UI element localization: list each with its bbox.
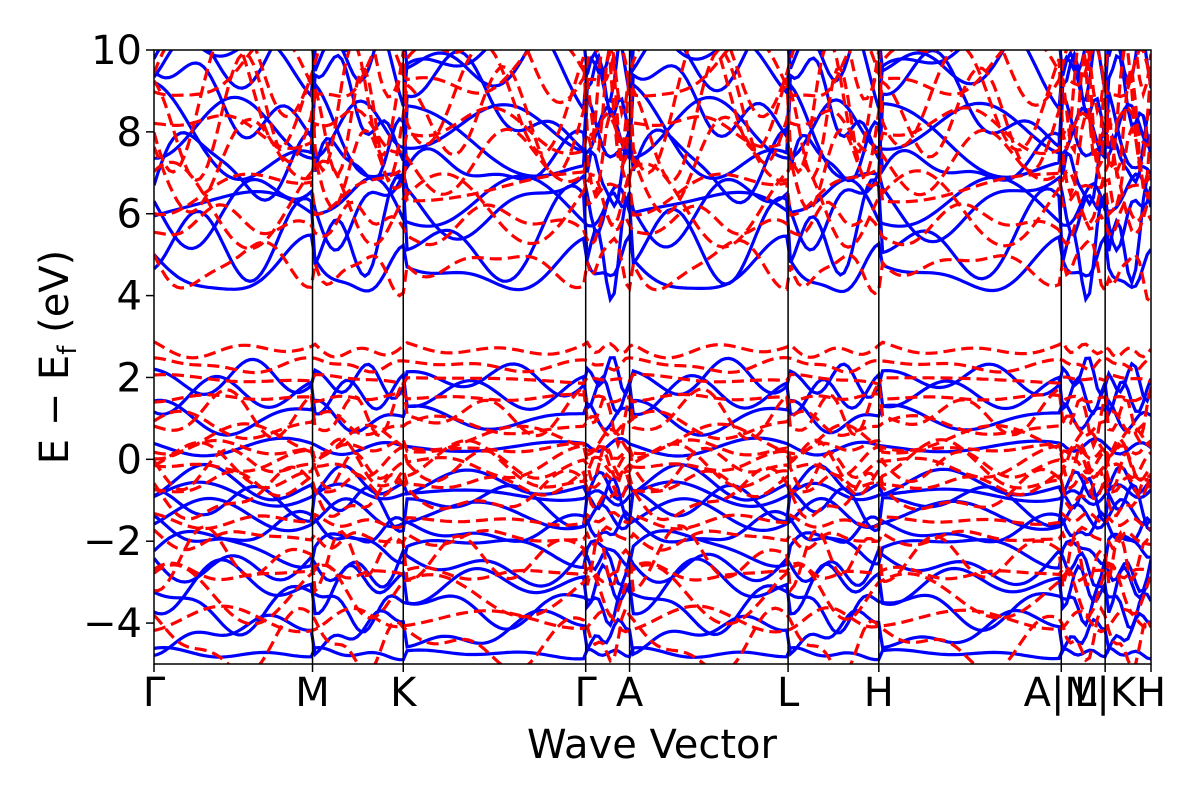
- y-axis-ticks: −4 −2 0 2 4 6 8 10: [83, 28, 154, 647]
- spin-down-band: [154, 165, 1151, 218]
- x-tick-label: K: [390, 670, 418, 716]
- spin-down-band: [154, 106, 1151, 156]
- x-tick-label: H: [1136, 670, 1166, 716]
- x-axis-label: Wave Vector: [527, 722, 778, 768]
- y-tick-label: 2: [117, 355, 142, 401]
- spin-up-band: [154, 476, 1151, 533]
- spin-up-band: [154, 108, 1151, 209]
- spin-up-band: [154, 546, 1151, 594]
- plot-frame: [153, 49, 1152, 665]
- spin-down-band: [154, 378, 1151, 451]
- spin-down-band: [154, 444, 1151, 480]
- y-tick-label: 6: [117, 192, 142, 238]
- x-tick-label: M: [295, 670, 330, 716]
- y-tick-label: −4: [83, 601, 142, 647]
- spin-down-band: [154, 604, 1151, 634]
- spin-up-band: [154, 231, 1151, 294]
- x-tick-label: Γ: [575, 670, 598, 716]
- spin-down-band: [154, 200, 1151, 247]
- spin-down-band: [154, 355, 1151, 375]
- spin-up-band: [154, 480, 1151, 509]
- spin-down-band: [154, 50, 1151, 175]
- spin-up-band: [154, 50, 1139, 104]
- spin-down-bands: [154, 50, 1151, 664]
- spin-down-band: [154, 422, 1151, 456]
- spin-down-band: [154, 392, 1151, 404]
- y-tick-label: 8: [117, 110, 142, 156]
- spin-up-band: [154, 584, 1151, 637]
- y-axis-label-subscript: f: [53, 345, 83, 355]
- high-symmetry-lines: [311, 50, 1106, 664]
- spin-up-band: [154, 509, 1151, 544]
- spin-down-band: [154, 108, 1151, 215]
- x-axis-ticks: Γ M K Γ A L H A|ML|K H: [143, 664, 1166, 716]
- spin-down-band: [154, 524, 1151, 595]
- spin-up-band: [154, 167, 1151, 254]
- spin-down-band: [154, 441, 1151, 493]
- x-tick-label: A: [616, 670, 644, 716]
- spin-down-band: [154, 340, 1151, 360]
- x-tick-label: L|K: [1074, 670, 1138, 716]
- x-tick-label: H: [864, 670, 894, 716]
- spin-down-band: [154, 510, 1151, 531]
- y-axis-label-main: E − E: [32, 355, 78, 465]
- spin-up-band: [154, 79, 1151, 181]
- y-tick-label: 0: [117, 437, 142, 483]
- y-axis-label: E − Ef (eV): [32, 250, 83, 465]
- y-axis-label-unit: (eV): [32, 250, 78, 346]
- spin-up-band: [154, 462, 1151, 502]
- x-tick-label: A|M: [1024, 670, 1099, 716]
- spin-down-band: [154, 561, 1151, 584]
- spin-down-band: [154, 372, 1151, 386]
- spin-up-band: [154, 174, 1151, 304]
- x-tick-label: L: [777, 670, 800, 716]
- spin-down-band: [154, 409, 1151, 441]
- spin-down-band: [154, 465, 1151, 522]
- y-tick-label: 4: [117, 274, 142, 320]
- spin-down-band: [154, 50, 1151, 99]
- y-tick-label: −2: [83, 519, 142, 565]
- spin-up-band: [154, 557, 1151, 616]
- spin-down-band: [154, 604, 1151, 664]
- x-tick-label: Γ: [143, 670, 166, 716]
- spin-down-band: [154, 236, 1151, 303]
- y-tick-label: 10: [91, 28, 142, 74]
- spin-down-band: [154, 525, 1151, 552]
- spin-up-band: [154, 496, 1151, 533]
- spin-down-band: [154, 466, 1151, 501]
